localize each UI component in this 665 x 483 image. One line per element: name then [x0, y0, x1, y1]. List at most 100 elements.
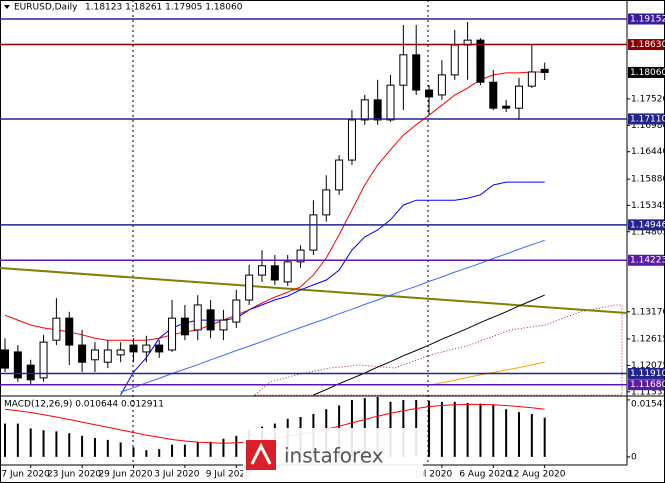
candle-body	[39, 341, 48, 379]
level-label: 1.19152	[630, 14, 665, 24]
macd-bar	[42, 430, 45, 457]
watermark-text: instaforex	[284, 444, 384, 468]
y-tick-label: 1.15880	[631, 175, 665, 185]
x-tick-label: 17 Jun 2020	[0, 470, 50, 480]
macd-bar	[492, 404, 495, 457]
level-label-box	[628, 13, 664, 25]
candle-body	[65, 317, 74, 346]
macd-bar	[479, 403, 482, 457]
watermark-logo-mark	[250, 442, 272, 465]
macd-bar	[453, 401, 456, 457]
y-tick-label: 1.12615	[631, 334, 665, 344]
candle-body	[425, 89, 434, 98]
x-tick-label: 12 Aug 2020	[508, 470, 566, 480]
candle-body	[515, 85, 523, 109]
candle-body	[335, 159, 344, 191]
macd-y-tick-label: 0.015418	[631, 399, 665, 409]
candle-body	[489, 81, 498, 109]
candle-body	[103, 349, 112, 363]
macd-bar	[29, 428, 32, 457]
x-tick-label: 3 Jul 2020	[154, 470, 199, 480]
candle-body	[26, 364, 35, 381]
x-tick-label: 23 Jun 2020	[47, 470, 101, 480]
candle-body	[360, 99, 369, 121]
indicator-line	[120, 181, 545, 396]
candle-body	[116, 349, 125, 356]
level-label-box	[628, 254, 664, 266]
macd-bar	[518, 412, 520, 457]
candle-body	[373, 99, 382, 121]
ohlc-text: 1.18123 1.18261 1.17905 1.18060	[85, 3, 243, 13]
macd-bar	[222, 438, 225, 457]
candle-body	[168, 317, 177, 351]
macd-title: MACD(12,26,9) 0.010644 0.012911	[4, 400, 164, 410]
macd-bar	[55, 431, 58, 457]
level-label: 1.11680	[630, 380, 665, 390]
y-tick-label: 1.16440	[631, 147, 665, 157]
candle-body	[155, 344, 164, 353]
macd-bar	[119, 442, 122, 457]
candle-body	[78, 344, 87, 363]
macd-bar	[543, 417, 546, 457]
candle-body	[206, 309, 215, 331]
macd-bar	[440, 401, 443, 457]
candle-body	[502, 105, 511, 109]
x-tick-label: 9 Jul 2020	[206, 470, 251, 480]
macd-bar	[363, 398, 366, 457]
candle-body	[386, 84, 395, 121]
macd-bar	[4, 423, 6, 457]
watermark: instaforex	[243, 428, 423, 480]
macd-bar	[81, 435, 84, 457]
candle-body	[1, 349, 9, 369]
macd-bar	[16, 423, 19, 457]
level-label-box	[628, 113, 664, 125]
ichimoku-cloud	[253, 304, 623, 396]
y-tick-label: 1.13170	[631, 307, 665, 317]
y-tick-label: 1.11535	[631, 387, 665, 397]
candle-body	[437, 74, 446, 96]
macd-bar	[505, 409, 508, 457]
candle-body	[90, 349, 99, 361]
macd-bar	[171, 444, 174, 457]
indicator-line	[4, 71, 545, 341]
x-tick-label: 29 Jun 2020	[98, 470, 152, 480]
candle-body	[296, 249, 305, 263]
candle-body	[347, 119, 356, 161]
level-label: 1.14946	[630, 220, 665, 230]
candle-body	[180, 317, 189, 336]
y-tick-label: 1.17520	[631, 94, 665, 104]
level-label-box	[628, 39, 664, 51]
macd-bar	[428, 400, 431, 457]
x-tick-label: Jul 2020	[415, 470, 453, 480]
indicator-line	[313, 294, 545, 396]
macd-bar	[106, 439, 109, 457]
macd-bar	[376, 397, 379, 457]
y-tick-label: 1.16980	[631, 121, 665, 131]
candle-body	[245, 274, 254, 301]
macd-bar	[530, 414, 533, 457]
candle-body	[13, 351, 22, 379]
candle-body	[52, 317, 61, 341]
candle-body	[540, 68, 549, 73]
indicator-line	[120, 239, 545, 393]
x-tick-label: 6 Aug 2020	[459, 470, 511, 480]
level-label: 1.17110	[630, 114, 665, 124]
macd-bar	[209, 441, 212, 457]
y-tick-label: 1.12075	[631, 361, 665, 371]
y-tick-label: 1.15345	[631, 201, 665, 211]
candle-body	[399, 54, 408, 86]
candle-body	[309, 214, 318, 251]
symbol-title: EURUSD,Daily	[14, 3, 78, 13]
candle-body	[412, 54, 421, 91]
macd-bar	[132, 447, 135, 457]
macd-bar	[466, 402, 469, 457]
level-label: 1.14223	[630, 256, 665, 266]
level-label-box	[628, 379, 664, 391]
plot: 1.17520 1.16980 1.16440 1.15880 1.15345 1.148…	[0, 13, 665, 480]
macd-y-tick-label: 0	[631, 452, 637, 462]
candle-body	[258, 265, 266, 276]
candle-body	[129, 344, 138, 353]
level-label: 1.18630	[630, 40, 665, 50]
